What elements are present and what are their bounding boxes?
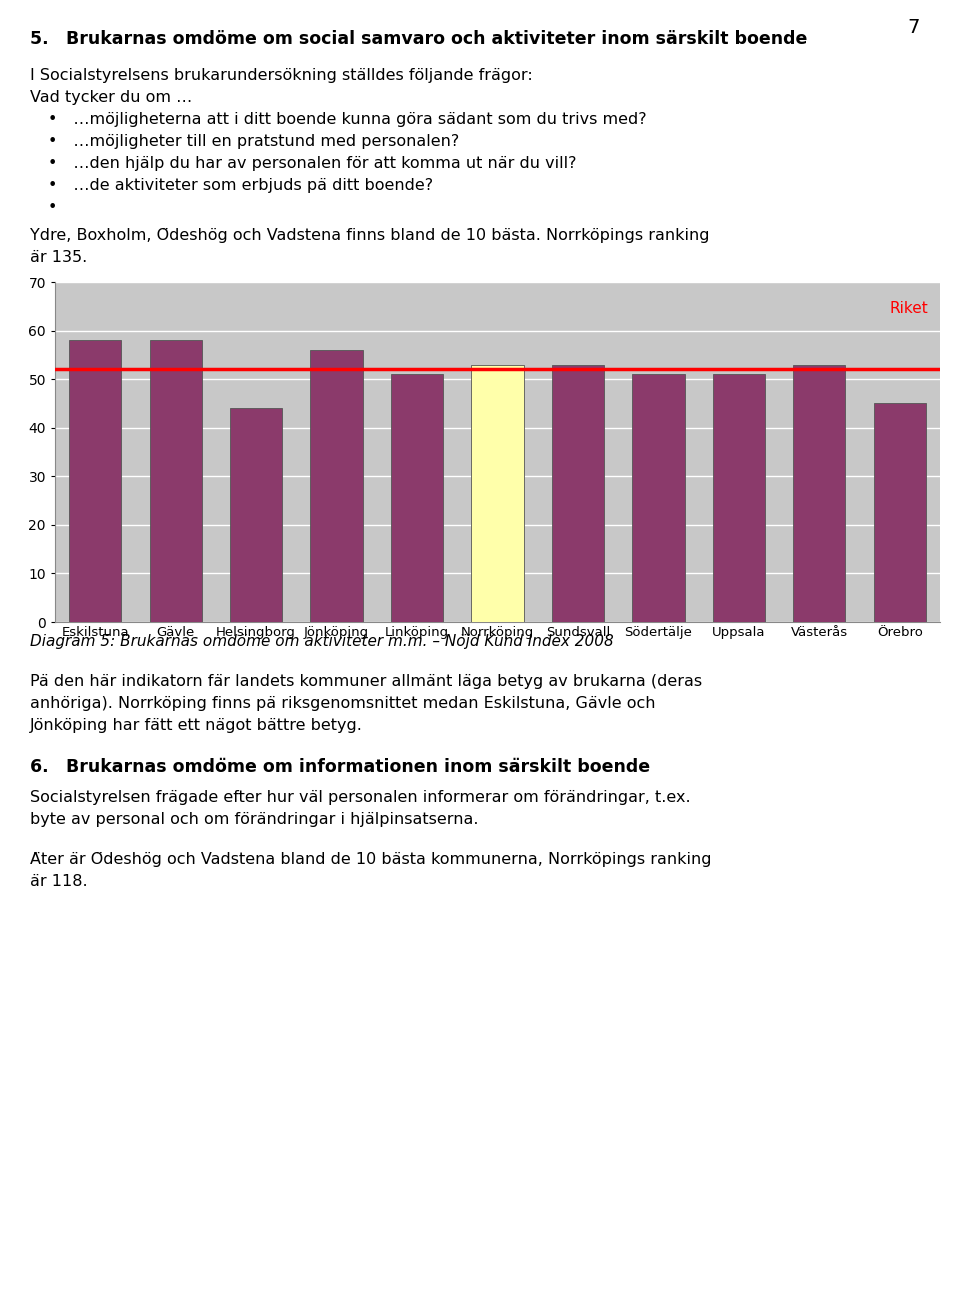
Text: • …möjligheterna att i ditt boende kunna göra sädant som du trivs med?: • …möjligheterna att i ditt boende kunn… — [48, 112, 647, 127]
Bar — [793, 364, 846, 621]
Bar — [633, 375, 684, 621]
Bar — [712, 375, 765, 621]
Text: Äter är Ödeshög och Vadstena bland de 10 bästa kommunerna, Norrköpings ran: Äter är Ödeshög och Vadstena bland d… — [30, 851, 711, 867]
Text: 6. Brukarnas omdöme om informationen inom särskilt boende: 6. Brukarnas omdöme om informationen in… — [30, 758, 650, 776]
Text: Diagram 5: Brukarnas omdöme om aktiviteter m.m. – Nöjd Kund Index 2008: Diagram 5: Brukarnas omdöme om aktivite… — [30, 634, 613, 649]
Text: Riket: Riket — [889, 301, 928, 317]
Text: är 135.: är 135. — [30, 249, 87, 265]
Text: • …den hjälp du har av personalen för att komma ut när du vill?: • …den hjälp du har av personalen för … — [48, 156, 577, 171]
Bar — [874, 403, 926, 621]
Text: •: • — [48, 200, 58, 214]
Bar — [471, 364, 523, 621]
Text: anhöriga). Norrköping finns pä riksgenomsnittet medan Eskilstuna, Gävle och: anhöriga). Norrköping finns pä riksge… — [30, 696, 656, 711]
Text: 5. Brukarnas omdöme om social samvaro och aktiviteter inom särskilt boende: 5. Brukarnas omdöme om social samvaro oc… — [30, 30, 807, 48]
Text: Ydre, Boxholm, Ödeshög och Vadstena finns bland de 10 bästa. Norrköpings ran: Ydre, Boxholm, Ödeshög och Vadstena fi… — [30, 227, 709, 243]
Text: Jönköping har fätt ett nägot bättre betyg.: Jönköping har fätt ett nägot bättre… — [30, 718, 363, 733]
Bar — [310, 350, 363, 621]
Bar — [552, 364, 604, 621]
Text: I Socialstyrelsens brukarundersökning ställdes följande frägor:: I Socialstyrelsens brukarundersökning s… — [30, 68, 533, 83]
Text: 7: 7 — [907, 18, 920, 37]
Text: är 118.: är 118. — [30, 873, 87, 889]
Bar — [230, 408, 282, 621]
Bar — [150, 340, 202, 621]
Text: • …de aktiviteter som erbjuds pä ditt boende?: • …de aktiviteter som erbjuds pä ditt b… — [48, 178, 433, 193]
Bar — [69, 340, 121, 621]
Text: byte av personal och om förändringar i hjälpinsatserna.: byte av personal och om förändringar i… — [30, 811, 478, 827]
Text: Socialstyrelsen frägade efter hur väl personalen informerar om förändringar,: Socialstyrelsen frägade efter hur väl … — [30, 789, 690, 805]
Bar — [391, 375, 444, 621]
Text: • …möjligheter till en pratstund med personalen?: • …möjligheter till en pratstund med pe… — [48, 134, 459, 149]
Text: Pä den här indikatorn fär landets kommuner allmänt läga betyg av brukarna (: Pä den här indikatorn fär landets kom… — [30, 674, 702, 689]
Text: Vad tycker du om …: Vad tycker du om … — [30, 90, 192, 105]
